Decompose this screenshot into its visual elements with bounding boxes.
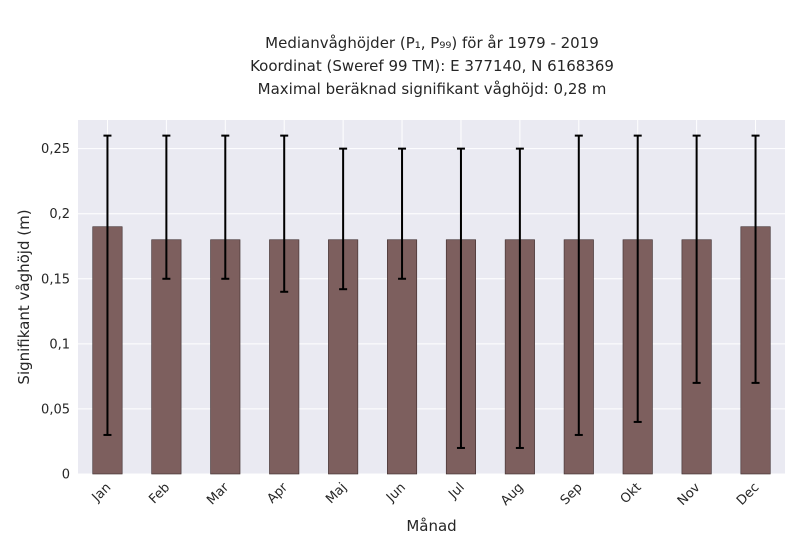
x-tick-label: Jun (383, 480, 409, 506)
error-bar-okt (633, 134, 642, 423)
y-tick-label: 0,25 (41, 142, 70, 157)
x-tick-label: Aug (498, 480, 527, 509)
x-tick-label: Jan (89, 480, 114, 505)
error-bar-maj (339, 147, 348, 291)
x-tick-label: Dec (734, 480, 762, 508)
x-tick-label: Apr (265, 480, 292, 507)
y-axis-label: Signifikant våghöjd (m) (15, 209, 33, 384)
y-tick-label: 0,1 (49, 337, 70, 352)
chart-title: Medianvåghöjder (P₁, P₉₉) för år 1979 - … (62, 32, 800, 101)
error-bar-dec (751, 134, 760, 384)
error-bar-apr (280, 134, 289, 293)
y-tick-label: 0,2 (49, 207, 70, 222)
error-bar-nov (692, 134, 701, 384)
y-tick-label: 0 (62, 468, 70, 483)
chart-title-line-2: Koordinat (Sweref 99 TM): E 377140, N 61… (250, 57, 614, 75)
x-tick-labels: Jan Feb Mar Apr Maj Jun Jul Aug Sep Okt Nov Dec (89, 480, 763, 509)
x-tick-label: Sep (558, 480, 586, 508)
y-tick-label: 0,05 (41, 402, 70, 417)
error-bar-jun (398, 147, 407, 280)
x-tick-label: Maj (323, 480, 350, 507)
x-tick-label: Feb (146, 480, 173, 507)
error-bar-mar (221, 134, 230, 280)
x-tick-label: Mar (204, 480, 232, 508)
error-bar-jul (456, 147, 465, 449)
y-tick-labels: 0 0,05 0,1 0,15 0,2 0,25 (41, 142, 70, 482)
error-bar-sep (574, 134, 583, 436)
y-tick-label: 0,15 (41, 272, 70, 287)
error-bars (103, 134, 760, 449)
error-bar-feb (162, 134, 171, 280)
chart-title-line-1: Medianvåghöjder (P₁, P₉₉) för år 1979 - … (265, 34, 599, 52)
chart-title-line-3: Maximal beräknad signifikant våghöjd: 0,… (257, 80, 607, 98)
x-tick-label: Okt (618, 480, 645, 507)
error-bar-jan (103, 134, 112, 436)
x-axis-label: Månad (406, 517, 456, 535)
plot-area (78, 120, 785, 474)
x-tick-label: Jul (445, 480, 467, 502)
x-tick-label: Nov (675, 480, 704, 509)
error-bar-aug (515, 147, 524, 449)
